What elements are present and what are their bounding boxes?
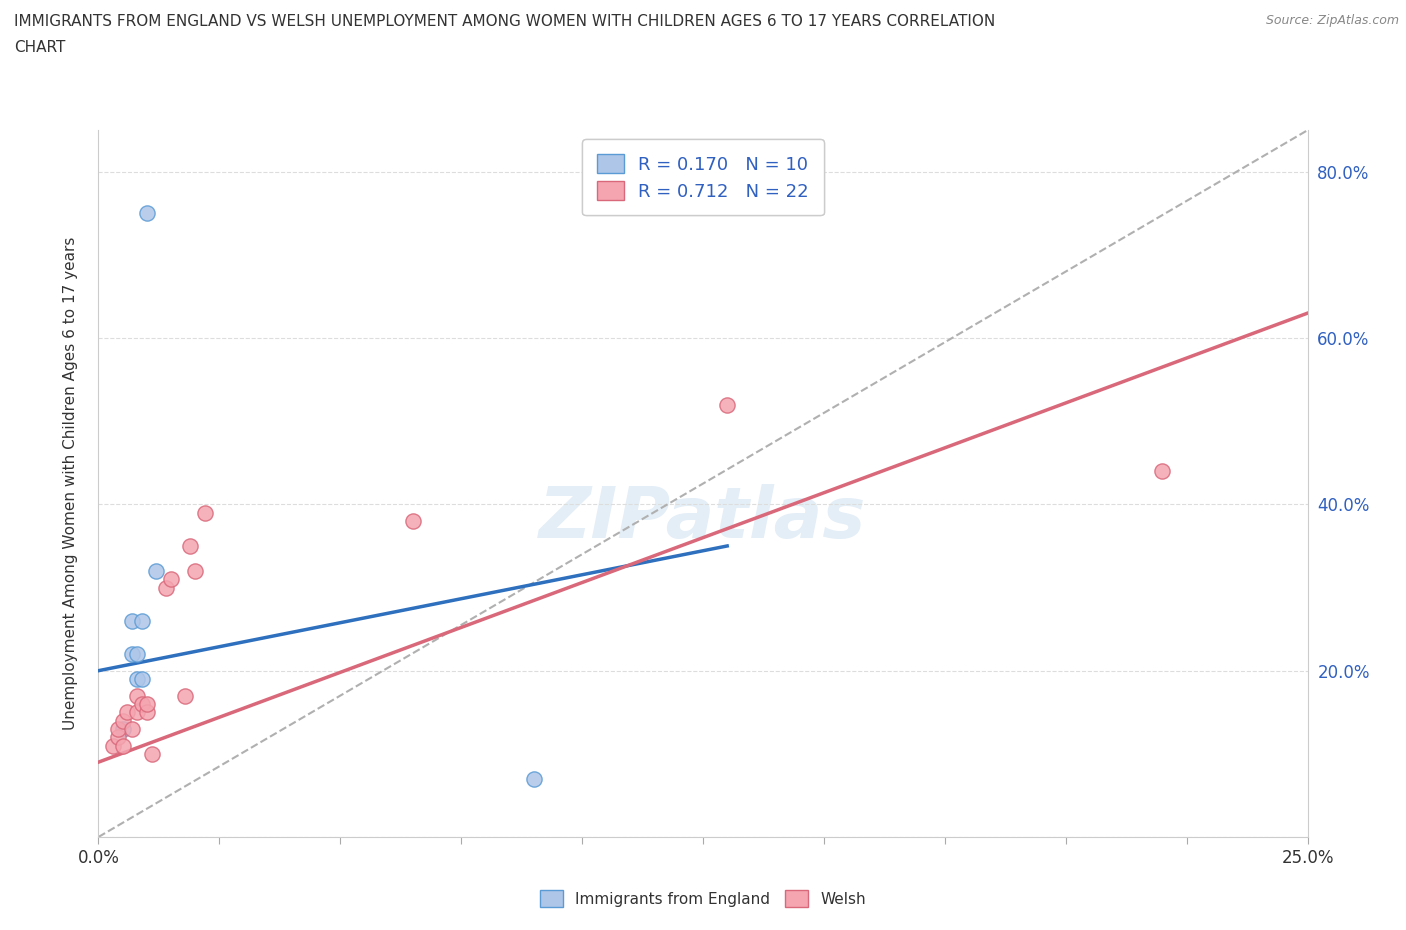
Text: CHART: CHART [14, 40, 66, 55]
Legend: Immigrants from England, Welsh: Immigrants from England, Welsh [534, 884, 872, 913]
Point [141, 747, 163, 762]
Y-axis label: Unemployment Among Women with Children Ages 6 to 17 years: Unemployment Among Women with Children A… [63, 237, 77, 730]
Point [117, 705, 139, 720]
Point [111, 722, 134, 737]
Point [155, 580, 177, 595]
Point [174, 688, 197, 703]
Point [107, 722, 129, 737]
Point [184, 564, 207, 578]
Point [131, 614, 153, 629]
Point [121, 722, 143, 737]
Point [145, 564, 167, 578]
Point [135, 705, 157, 720]
Point [127, 646, 149, 661]
Legend: R = 0.170   N = 10, R = 0.712   N = 22: R = 0.170 N = 10, R = 0.712 N = 22 [582, 140, 824, 215]
Point [179, 538, 201, 553]
Point [127, 705, 149, 720]
Point [523, 771, 546, 786]
Point [107, 730, 129, 745]
Point [135, 206, 157, 220]
Point [160, 572, 183, 587]
Point [127, 688, 149, 703]
Point [121, 646, 143, 661]
Point [1152, 464, 1174, 479]
Text: ZIPatlas: ZIPatlas [540, 485, 866, 553]
Point [111, 713, 134, 728]
Point [402, 513, 425, 528]
Point [131, 671, 153, 686]
Point [127, 671, 149, 686]
Point [121, 614, 143, 629]
Text: IMMIGRANTS FROM ENGLAND VS WELSH UNEMPLOYMENT AMONG WOMEN WITH CHILDREN AGES 6 T: IMMIGRANTS FROM ENGLAND VS WELSH UNEMPLO… [14, 14, 995, 29]
Point [194, 505, 217, 520]
Point [101, 738, 124, 753]
Text: Source: ZipAtlas.com: Source: ZipAtlas.com [1265, 14, 1399, 27]
Point [135, 697, 157, 711]
Point [131, 697, 153, 711]
Point [716, 397, 738, 412]
Point [111, 738, 134, 753]
